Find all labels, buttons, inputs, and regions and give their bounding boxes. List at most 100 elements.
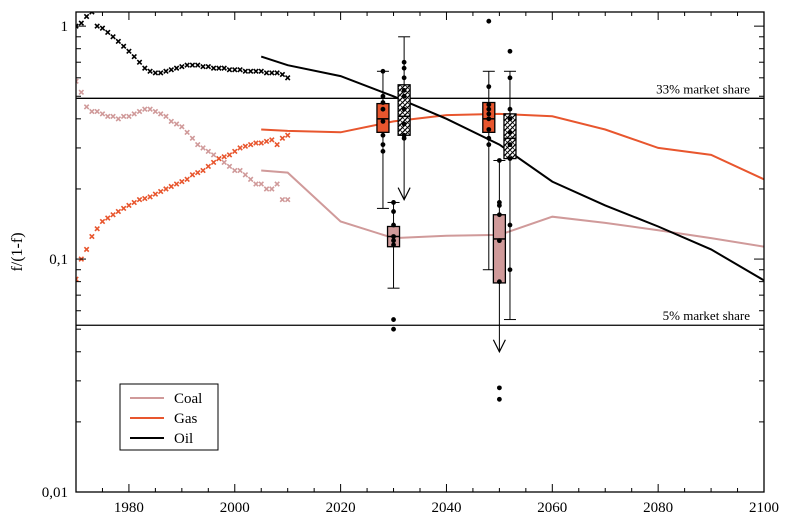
data-point-gas bbox=[221, 153, 227, 160]
data-point-coal bbox=[78, 89, 85, 96]
data-point-coal bbox=[104, 113, 111, 120]
data-point-coal bbox=[279, 196, 286, 203]
data-point-oil bbox=[226, 66, 233, 73]
y-tick-label: 1 bbox=[61, 19, 69, 35]
boxplot-point bbox=[486, 106, 492, 112]
data-point-oil bbox=[216, 65, 222, 71]
legend-label-coal: Coal bbox=[174, 391, 202, 407]
data-point-gas bbox=[83, 246, 90, 253]
boxplot-point bbox=[380, 132, 386, 138]
data-point-gas bbox=[131, 199, 137, 206]
reference-line-label: 33% market share bbox=[656, 81, 750, 96]
data-point-coal bbox=[184, 129, 190, 136]
boxplot-point bbox=[496, 212, 502, 218]
boxplot-point bbox=[401, 121, 407, 127]
data-point-coal bbox=[179, 123, 185, 130]
data-point-gas bbox=[168, 183, 175, 190]
data-point-gas bbox=[110, 211, 116, 218]
boxplot-point bbox=[380, 106, 386, 112]
data-point-oil bbox=[274, 70, 280, 76]
data-point-coal bbox=[99, 111, 106, 117]
data-point-coal bbox=[242, 172, 249, 178]
data-point-coal bbox=[205, 148, 212, 155]
data-point-gas bbox=[94, 225, 100, 232]
data-point-gas bbox=[253, 140, 259, 146]
axes: 33% market share 5% market share 1980 2000 2… bbox=[9, 11, 779, 516]
boxplot-point bbox=[401, 106, 407, 112]
legend-label-oil: Oil bbox=[174, 431, 193, 447]
data-point-coal bbox=[94, 108, 100, 115]
data-point-gas bbox=[200, 167, 206, 174]
x-tick-label: 2100 bbox=[749, 500, 779, 516]
boxplot-point bbox=[380, 142, 386, 148]
data-point-gas bbox=[104, 215, 111, 221]
data-point-gas bbox=[205, 163, 212, 170]
data-point-oil bbox=[83, 13, 90, 20]
boxplot-point bbox=[496, 238, 502, 244]
boxplot-point bbox=[507, 106, 513, 112]
data-point-oil bbox=[120, 43, 127, 49]
boxplot-point bbox=[401, 93, 407, 99]
data-point-coal bbox=[136, 108, 143, 115]
data-point-oil bbox=[76, 23, 79, 29]
y-axis-label: f/(1-f) bbox=[9, 232, 26, 271]
data-point-coal bbox=[157, 111, 164, 117]
boxplot-point bbox=[507, 75, 513, 81]
data-point-oil bbox=[99, 25, 106, 31]
data-point-coal bbox=[189, 135, 196, 142]
data-point-coal bbox=[226, 163, 233, 170]
y-tick-label: 0,01 bbox=[42, 485, 68, 501]
data-point-coal bbox=[163, 113, 169, 120]
plot-area bbox=[76, 12, 764, 402]
y-tick-label: 0,1 bbox=[49, 252, 68, 268]
reference-line-label: 5% market share bbox=[663, 308, 751, 323]
legend-label-gas: Gas bbox=[174, 411, 197, 427]
data-point-gas bbox=[163, 186, 169, 192]
data-point-gas bbox=[210, 159, 217, 166]
boxplot-oil bbox=[397, 36, 411, 201]
data-point-oil bbox=[110, 34, 116, 40]
data-point-gas bbox=[274, 141, 280, 148]
data-point-oil bbox=[242, 68, 249, 75]
data-point-coal bbox=[258, 181, 264, 187]
x-tick-label: 2060 bbox=[537, 500, 567, 516]
data-point-gas bbox=[258, 140, 264, 146]
data-point-coal bbox=[274, 181, 280, 187]
data-point-coal bbox=[284, 196, 291, 203]
data-point-oil bbox=[263, 70, 270, 76]
boxplot-gas bbox=[376, 68, 390, 209]
boxplot-point bbox=[507, 267, 513, 273]
data-point-coal bbox=[200, 145, 206, 151]
boxplot-point bbox=[496, 158, 502, 163]
boxplot-point bbox=[507, 129, 513, 135]
data-point-oil bbox=[136, 59, 143, 65]
boxplot-point bbox=[496, 279, 502, 285]
data-point-gas bbox=[136, 196, 143, 203]
data-point-coal bbox=[232, 167, 238, 174]
data-point-coal bbox=[269, 186, 275, 192]
data-point-coal bbox=[110, 113, 116, 120]
x-tick-label: 2080 bbox=[643, 500, 673, 516]
data-point-oil bbox=[89, 12, 95, 15]
boxplot-point bbox=[496, 385, 502, 391]
data-point-gas bbox=[142, 195, 148, 202]
data-point-gas bbox=[120, 205, 127, 212]
data-point-coal bbox=[168, 118, 175, 125]
boxplot-point bbox=[401, 87, 407, 93]
data-point-gas bbox=[126, 202, 132, 209]
data-point-oil bbox=[168, 66, 175, 73]
series-line-gas bbox=[261, 112, 764, 181]
data-point-oil bbox=[253, 68, 259, 75]
data-point-oil bbox=[247, 68, 254, 75]
data-point-gas bbox=[284, 132, 291, 139]
data-point-gas bbox=[179, 178, 185, 185]
boxplot-coal bbox=[492, 158, 507, 402]
data-point-oil bbox=[147, 68, 153, 75]
boxplot-point bbox=[507, 222, 513, 228]
data-point-oil bbox=[179, 63, 185, 70]
data-point-coal bbox=[253, 181, 259, 187]
boxplot-point bbox=[401, 65, 407, 71]
x-tick-label: 2040 bbox=[431, 500, 461, 516]
boxplot-point bbox=[507, 156, 513, 161]
